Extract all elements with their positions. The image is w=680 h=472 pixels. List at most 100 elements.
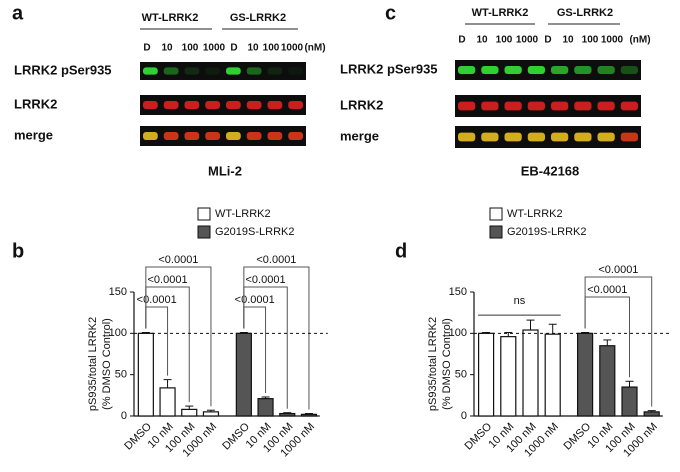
bar: [599, 345, 616, 417]
row-label: merge: [14, 127, 53, 142]
panel-label: c: [385, 2, 396, 24]
blot-band: [527, 66, 545, 74]
blot-strip: [455, 126, 641, 148]
bar: [500, 336, 517, 417]
legend-swatch: [489, 207, 503, 221]
group-label: WT-LRRK2: [472, 7, 529, 19]
comparison-label: <0.0001: [598, 264, 638, 276]
y-axis-label-line: (% DMSO Control): [441, 318, 453, 410]
lane-label: D: [458, 35, 465, 46]
panel-label: a: [12, 2, 24, 24]
row-label: LRRK2 pSer935: [340, 61, 438, 76]
blot-strip: [140, 62, 306, 80]
blot-band: [226, 132, 241, 140]
blot-band: [597, 101, 615, 111]
blot-band: [246, 101, 262, 109]
y-tick-label: 150: [109, 286, 127, 298]
blot-band: [288, 67, 303, 75]
blot-band: [143, 132, 158, 140]
blot-band: [527, 101, 545, 111]
blot-band: [458, 101, 476, 111]
comparison-label: <0.0001: [235, 294, 275, 306]
blot-band: [597, 66, 615, 74]
lane-label: D: [143, 43, 150, 54]
blot-band: [551, 101, 569, 111]
blot-band: [184, 67, 200, 75]
bar: [235, 332, 252, 417]
group-label: WT-LRRK2: [142, 12, 199, 24]
comparison-label: ns: [514, 295, 526, 307]
blot-band: [143, 67, 158, 75]
row-label: LRRK2: [340, 97, 383, 112]
comparison-label: <0.0001: [246, 274, 286, 286]
compound-label: MLi-2: [208, 163, 242, 178]
lane-label: 1000: [601, 35, 624, 46]
blot-band: [504, 66, 522, 74]
lane-label: 10: [476, 35, 488, 46]
y-tick-label: 0: [121, 410, 127, 422]
blot-strip: [455, 95, 641, 117]
lane-label: D: [230, 43, 237, 54]
blot-band: [226, 101, 241, 109]
comparison-bracket: [145, 266, 212, 407]
bar: [137, 332, 154, 417]
y-tick-label: 50: [115, 369, 127, 381]
unit-label: (nM): [304, 43, 325, 54]
blot-band: [504, 132, 522, 142]
group-label: GS-LRRK2: [557, 7, 613, 19]
y-axis-label-line: pS935/total LRRK2: [87, 317, 99, 411]
bar: [300, 413, 318, 417]
blot-band: [574, 66, 592, 74]
y-axis-label-line: (% DMSO Control): [101, 318, 113, 410]
blot-band: [620, 132, 638, 142]
blot-band: [267, 132, 283, 140]
blot-band: [205, 101, 220, 109]
blot-band: [481, 132, 499, 142]
panel-label: d: [395, 240, 407, 262]
lane-label: 1000: [203, 43, 226, 54]
bar: [478, 332, 495, 417]
blot-band: [163, 67, 179, 75]
blot-band: [481, 101, 499, 111]
bar: [159, 387, 176, 417]
bar: [522, 329, 539, 417]
unit-label: (nM): [629, 35, 650, 46]
blot-band: [481, 66, 499, 74]
legend-label: WT-LRRK2: [215, 208, 271, 220]
lane-label: 1000: [516, 35, 539, 46]
blot-band: [574, 101, 592, 111]
row-label: merge: [340, 128, 379, 143]
group-label: GS-LRRK2: [230, 12, 286, 24]
row-label: LRRK2 pSer935: [14, 62, 112, 77]
blot-band: [504, 101, 522, 111]
row-label: LRRK2: [14, 96, 57, 111]
bar: [181, 408, 198, 417]
blot-band: [143, 101, 158, 109]
lane-label: 10: [161, 43, 173, 54]
blot-band: [527, 132, 545, 142]
blot-strip: [140, 95, 306, 115]
x-tick-label: DMSO: [462, 420, 494, 452]
blot-band: [184, 132, 200, 140]
y-tick-label: 150: [449, 286, 467, 298]
blot-band: [163, 101, 179, 109]
blot-band: [163, 132, 179, 140]
y-axis-label: pS935/total LRRK2 (% DMSO Control): [87, 317, 113, 411]
comparison-bracket: [584, 276, 653, 407]
blot-band: [551, 132, 569, 142]
y-tick-label: 100: [449, 327, 467, 339]
blot-band: [574, 132, 592, 142]
bar: [279, 412, 296, 417]
blot-band: [288, 132, 303, 140]
blot-strip: [455, 60, 641, 80]
blot-strip: [140, 126, 306, 146]
comparison-label: <0.0001: [137, 294, 177, 306]
y-tick-label: 0: [461, 410, 467, 422]
comparison-label: <0.0001: [158, 254, 198, 266]
x-tick-label: DMSO: [122, 420, 154, 452]
blot-band: [620, 66, 638, 74]
lane-label: 100: [496, 35, 513, 46]
blot-band: [205, 67, 220, 75]
blot-band: [620, 101, 638, 111]
